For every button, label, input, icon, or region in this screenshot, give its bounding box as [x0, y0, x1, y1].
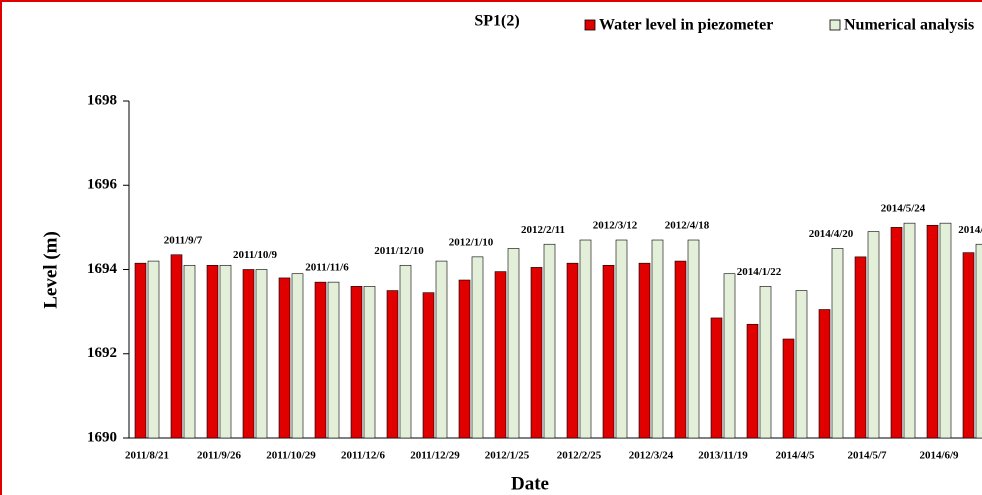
bar [566, 262, 579, 439]
x-tick-label: 2011/9/7 [164, 234, 203, 246]
x-tick-label: 2012/1/10 [449, 236, 494, 248]
bar [651, 239, 664, 439]
bar [242, 269, 255, 439]
bar [782, 338, 795, 439]
bar [147, 260, 160, 439]
bar [579, 239, 592, 439]
legend-label: Numerical analysis [844, 17, 974, 34]
bar [975, 243, 982, 439]
x-tick-label: 2012/1/25 [485, 450, 530, 462]
bar [890, 227, 903, 439]
bar [350, 286, 363, 439]
bar [219, 264, 232, 439]
x-tick-label: 2014/5/7 [847, 450, 887, 462]
bar [831, 248, 844, 439]
x-tick-label: 2012/2/11 [521, 224, 565, 236]
x-tick-label: 2011/10/9 [233, 249, 278, 261]
bar [795, 290, 808, 439]
x-tick-label: 2014/4/20 [809, 228, 854, 240]
legend-swatch [829, 19, 841, 31]
bar [494, 271, 507, 439]
bar [903, 222, 916, 439]
bar [170, 254, 183, 439]
bar [962, 252, 975, 439]
bar [422, 292, 435, 439]
x-tick-label: 2011/12/6 [341, 450, 386, 462]
bar [435, 260, 448, 439]
x-tick-label: 2014/5/24 [881, 203, 926, 215]
bar [543, 243, 556, 439]
y-tick-label: 1696 [87, 177, 118, 193]
x-tick-label: 2012/3/24 [629, 450, 674, 462]
bar [507, 248, 520, 439]
bar [939, 222, 952, 439]
x-tick-label: 2014/4/5 [775, 450, 815, 462]
y-tick-label: 1690 [87, 429, 117, 445]
bar [363, 286, 376, 439]
x-tick-label: 2011/8/21 [125, 450, 169, 462]
legend-swatch [584, 19, 596, 31]
bar [206, 264, 219, 439]
bar [530, 267, 543, 439]
x-tick-label: 2011/12/29 [410, 450, 460, 462]
bar [926, 224, 939, 439]
bar [818, 309, 831, 439]
bar [327, 281, 340, 439]
x-tick-label: 2011/11/6 [305, 262, 349, 274]
bar [255, 269, 268, 439]
bar [314, 281, 327, 439]
bar [291, 273, 304, 439]
bar [710, 317, 723, 439]
bar [471, 256, 484, 439]
y-tick-label: 1698 [87, 92, 117, 108]
y-axis-label: Level (m) [40, 231, 61, 309]
x-tick-label: 2014/7/ [958, 224, 982, 236]
x-tick-label: 2013/11/19 [698, 450, 748, 462]
bar [615, 239, 628, 439]
bar [278, 277, 291, 439]
x-tick-label: 2011/10/29 [266, 450, 316, 462]
x-tick-label: 2014/6/9 [919, 450, 959, 462]
bar [723, 273, 736, 439]
bar [687, 239, 700, 439]
bar [399, 264, 412, 439]
bar [867, 231, 880, 439]
y-tick-label: 1692 [87, 345, 117, 361]
bar [386, 290, 399, 439]
bar [746, 323, 759, 439]
bar [602, 264, 615, 439]
x-tick-label: 2011/9/26 [197, 450, 242, 462]
x-tick-label: 2014/1/22 [737, 266, 782, 278]
bar [183, 264, 196, 439]
bar [854, 256, 867, 439]
x-tick-label: 2011/12/10 [374, 245, 424, 257]
bar [759, 286, 772, 439]
chart-title: SP1(2) [474, 13, 519, 30]
bar [458, 279, 471, 439]
x-tick-label: 2012/2/25 [557, 450, 602, 462]
legend-label: Water level in piezometer [599, 17, 773, 34]
x-tick-label: 2012/3/12 [593, 220, 638, 232]
y-tick-label: 1694 [87, 261, 118, 277]
x-axis-label: Date [511, 473, 549, 494]
bar [674, 260, 687, 439]
bar [134, 262, 147, 439]
x-tick-label: 2012/4/18 [665, 220, 710, 232]
bar [638, 262, 651, 439]
